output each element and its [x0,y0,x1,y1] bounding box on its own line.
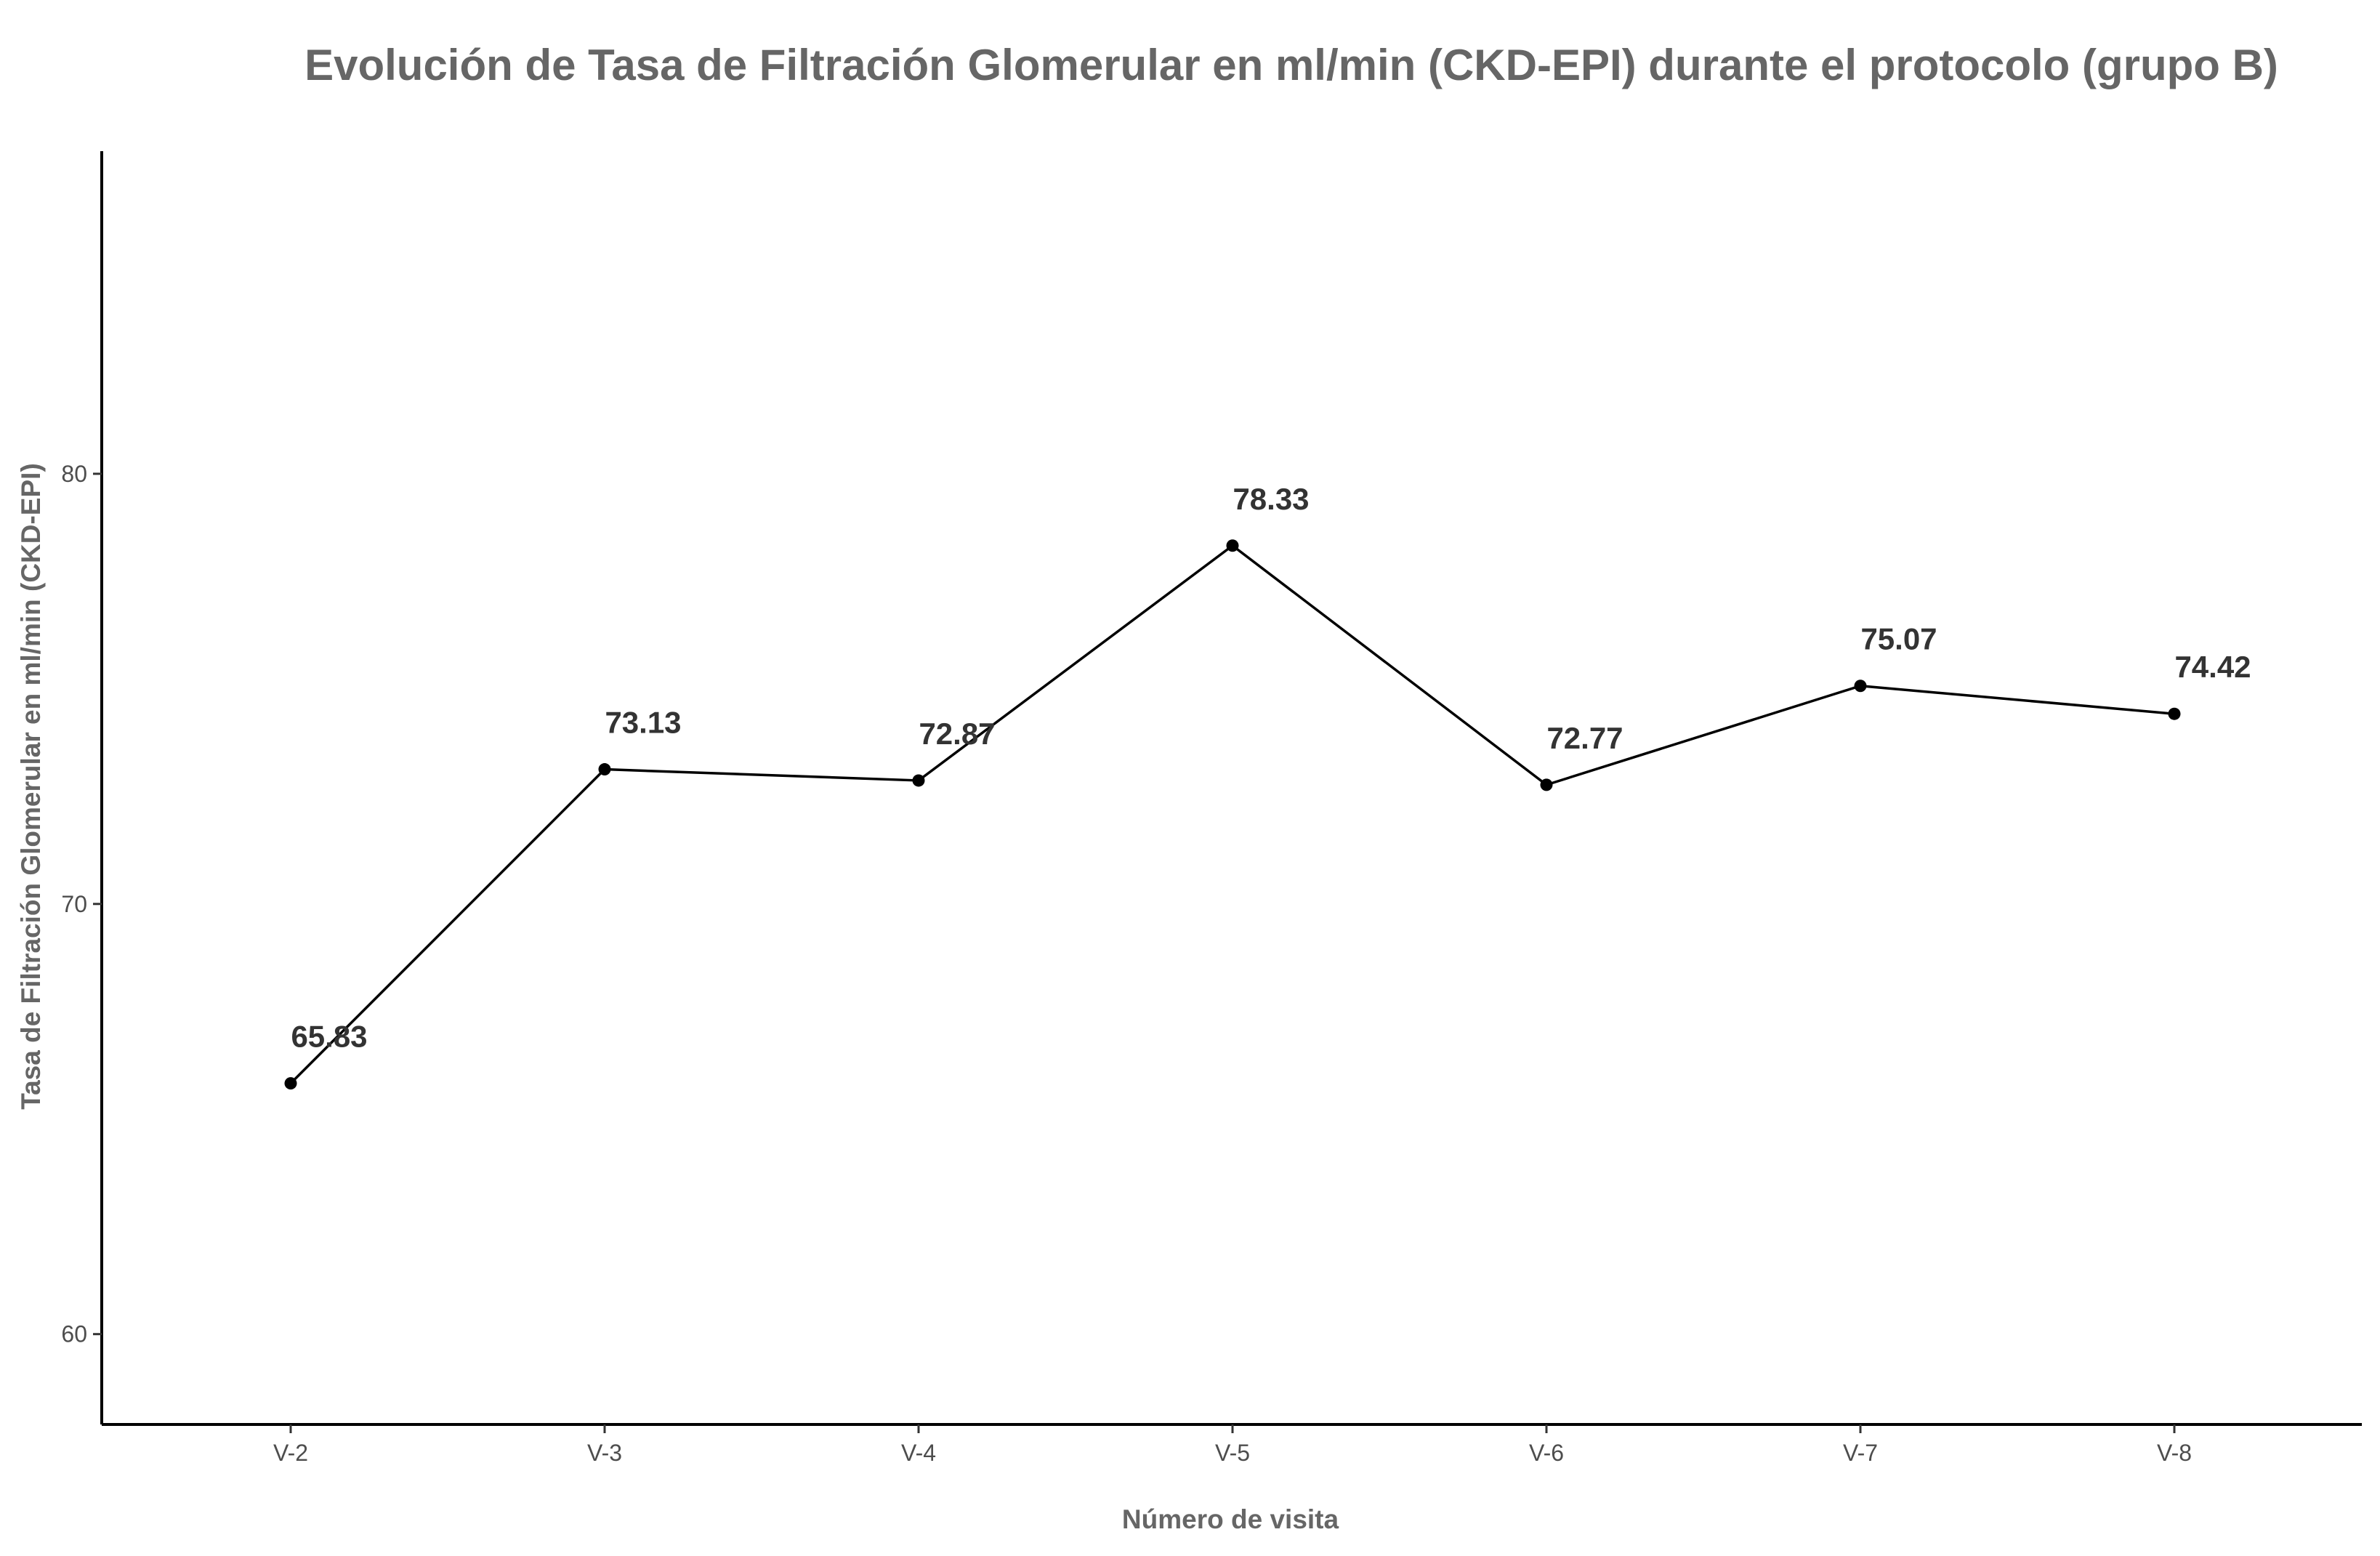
data-label: 72.77 [1546,721,1623,755]
y-tick-label: 60 [61,1321,87,1347]
x-axis-title: Número de visita [1122,1504,1339,1534]
x-tick-label: V-5 [1215,1440,1250,1466]
data-point [912,774,925,787]
data-label: 75.07 [1860,622,1937,656]
x-tick-label: V-8 [2157,1440,2192,1466]
data-label: 78.33 [1233,482,1309,516]
y-ticks: 60 70 80 [61,461,102,1347]
y-axis-title: Tasa de Filtración Glomerular en ml/min … [16,463,46,1110]
data-points [284,539,2181,1090]
data-label: 73.13 [605,706,681,740]
data-point [1226,539,1239,552]
x-ticks: V-2 V-3 V-4 V-5 V-6 V-7 V-8 [273,1424,2192,1466]
data-point [598,763,611,776]
x-tick-label: V-3 [587,1440,622,1466]
data-labels: 65.83 73.13 72.87 78.33 72.77 75.07 74.42 [291,482,2251,1054]
data-label: 72.87 [919,717,995,751]
data-point [2168,707,2181,720]
data-label: 74.42 [2174,650,2251,684]
chart-title: Evolución de Tasa de Filtración Glomerul… [304,41,2278,89]
x-tick-label: V-2 [273,1440,308,1466]
y-tick-label: 80 [61,461,87,487]
data-point [1854,680,1867,693]
data-point [284,1077,297,1090]
x-tick-label: V-6 [1529,1440,1564,1466]
data-label: 65.83 [291,1020,367,1054]
x-tick-label: V-4 [901,1440,936,1466]
data-point [1540,778,1553,791]
x-tick-label: V-7 [1843,1440,1878,1466]
y-tick-label: 70 [61,891,87,917]
